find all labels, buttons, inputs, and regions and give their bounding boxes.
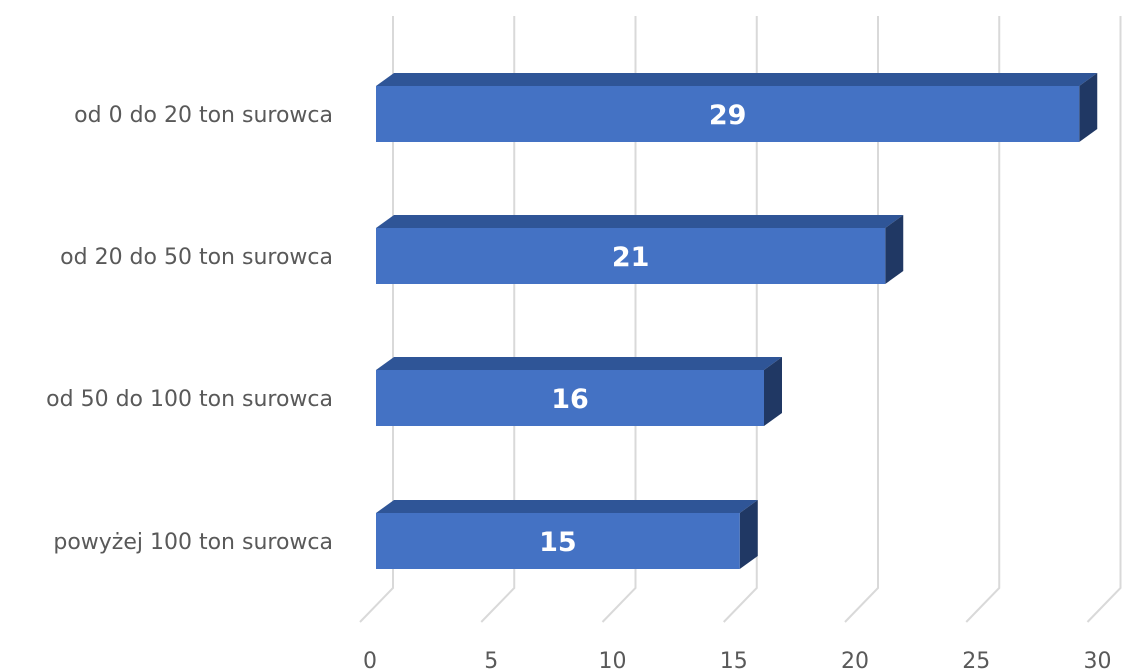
gridline [601, 16, 637, 623]
bar-front-face [376, 86, 1080, 142]
bar [376, 357, 782, 426]
gridline [723, 16, 758, 623]
data-label: 15 [539, 527, 577, 558]
category-label: powyżej 100 ton surowca [53, 530, 333, 555]
bars [376, 73, 1098, 569]
x-tick-label: 5 [484, 649, 498, 672]
x-tick-label: 30 [1084, 649, 1112, 672]
category-label: od 20 do 50 ton surowca [60, 245, 333, 270]
bar [376, 215, 904, 284]
x-tick-label: 0 [363, 649, 377, 672]
bar-front-face [376, 228, 886, 284]
data-label: 16 [551, 384, 589, 415]
x-tick-label: 20 [841, 649, 869, 672]
bar [376, 500, 758, 569]
data-labels: 29 21 16 15 [539, 100, 746, 558]
x-tick-label: 25 [962, 649, 990, 672]
gridline [1086, 16, 1122, 623]
bar-side-face [1079, 73, 1098, 142]
bar-front-face [376, 370, 764, 426]
gridline [480, 16, 516, 623]
bar-top-face [376, 73, 1098, 86]
bar [376, 73, 1098, 142]
data-label: 21 [612, 242, 650, 273]
x-tick-label: 15 [720, 649, 748, 672]
y-axis-category-labels: od 0 do 20 ton surowca od 20 do 50 ton su… [46, 103, 333, 555]
category-label: od 50 do 100 ton surowca [46, 387, 333, 412]
bar-top-face [376, 215, 904, 228]
gridline [844, 16, 879, 623]
bar-front-face [376, 513, 740, 569]
bar-side-face [739, 500, 758, 569]
data-label: 29 [709, 100, 747, 131]
bar-top-face [376, 357, 782, 370]
bar-side-face [764, 357, 782, 426]
gridline [965, 16, 1001, 623]
category-label: od 0 do 20 ton surowca [74, 103, 333, 128]
x-tick-label: 10 [599, 649, 627, 672]
bar-top-face [376, 500, 758, 513]
bar-side-face [885, 215, 904, 284]
gridline [359, 16, 394, 623]
x-axis-tick-labels: 0 5 10 15 20 25 30 [363, 649, 1112, 672]
gridlines [359, 16, 1122, 623]
